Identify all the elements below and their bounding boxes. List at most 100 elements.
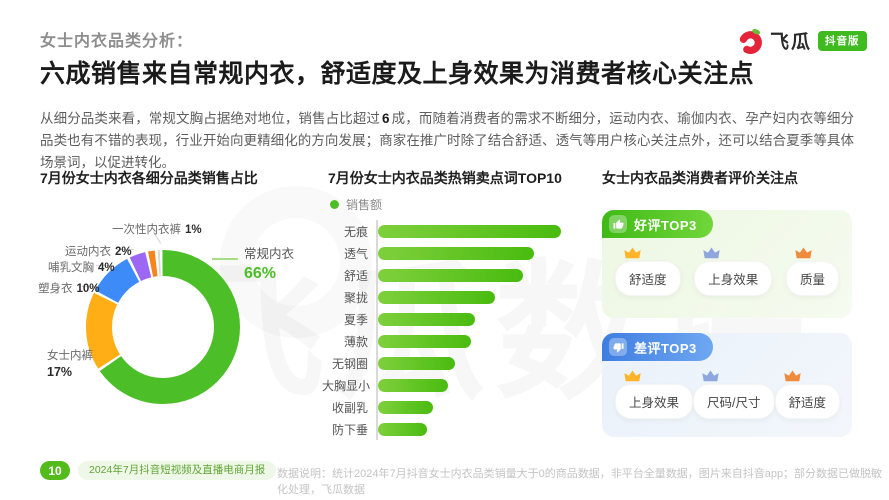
crown-rank-2-icon	[703, 247, 720, 259]
review-keyword-pill: 上身效果	[694, 261, 773, 296]
bar-track	[376, 308, 578, 330]
bar-fill	[378, 334, 472, 348]
donut-label-nursing: 哺乳文胸 4%	[48, 262, 115, 274]
brand-name: 飞瓜	[770, 32, 813, 53]
bar-category-label: 夏季	[343, 312, 368, 327]
bar-row: 聚拢	[322, 286, 578, 308]
legend-dot-icon	[330, 200, 339, 209]
bar-row: 夏季	[322, 308, 578, 330]
negative-rank-2: 尺码/尺寸	[693, 370, 775, 419]
melon-logo-icon	[737, 27, 764, 54]
label-connector	[212, 258, 238, 260]
bar-track	[376, 396, 578, 418]
bar-category-label: 收副乳	[331, 400, 368, 415]
label-connector	[78, 357, 92, 358]
positive-ribbon: 好评TOP3	[602, 210, 713, 238]
bar-fill	[378, 268, 523, 282]
bar-category-label: 无钢圈	[331, 356, 368, 371]
positive-reviews-card: 好评TOP3 舒适度 上身效果 质量	[602, 210, 852, 318]
page-title: 六成销售来自常规内衣，舒适度及上身效果为消费者核心关注点	[40, 60, 755, 88]
reviews-section-title: 女士内衣品类消费者评价关注点	[602, 170, 798, 186]
bar-fill	[378, 246, 534, 260]
page-subtitle: 女士内衣品类分析：	[40, 33, 194, 50]
donut-label-disposable: 一次性内衣裤 1%	[112, 224, 202, 236]
bar-category-label: 透气	[343, 246, 368, 261]
crown-rank-2-icon	[702, 370, 719, 382]
donut-label-regular: 常规内衣 66%	[244, 247, 295, 282]
review-keyword-pill: 尺码/尺寸	[693, 384, 775, 419]
brand-logo: 飞瓜 抖音版	[737, 27, 867, 54]
donut-chart-area: 一次性内衣裤 1% 运动内衣 2% 哺乳文胸 4% 塑身衣 10% 女士内裤 17% 常规…	[32, 195, 322, 450]
bar-track	[376, 286, 578, 308]
donut-label-shapewear: 塑身衣 10%	[38, 283, 100, 295]
positive-keywords: 舒适度 上身效果 质量	[602, 238, 852, 296]
crown-rank-3-icon	[783, 370, 801, 382]
data-disclaimer: 数据说明：统计2024年7月抖音女士内衣品类销量大于0的商品数据，非平台全量数据…	[277, 468, 883, 496]
negative-ribbon: 差评TOP3	[602, 333, 713, 361]
bar-category-label: 无痕	[343, 224, 368, 239]
bar-category-label: 大胸显小	[322, 378, 371, 393]
label-connector	[82, 286, 98, 287]
label-connector	[116, 249, 134, 250]
donut-segment-0	[86, 250, 240, 404]
bar-chart: 无痕透气舒适聚拢夏季薄款无钢圈大胸显小收副乳防下垂	[322, 220, 578, 440]
bar-fill	[378, 400, 433, 414]
bar-track	[376, 374, 578, 396]
bar-row: 收副乳	[322, 396, 578, 418]
donut-chart	[86, 250, 240, 404]
intro-text: 从细分品类来看，常规文胸占据绝对地位，销售占比超过	[40, 111, 381, 126]
bar-category-label: 防下垂	[331, 422, 368, 437]
bar-row: 透气	[322, 242, 578, 264]
bar-row: 无钢圈	[322, 352, 578, 374]
bar-category-label: 舒适	[343, 268, 368, 283]
review-keyword-pill: 质量	[785, 261, 839, 296]
intro-paragraph: 从细分品类来看，常规文胸占据绝对地位，销售占比超过 6 成，而随着消费者的需求不断细…	[40, 108, 854, 174]
bar-track	[376, 220, 578, 242]
positive-rank-3: 质量	[785, 247, 839, 296]
thumbs-down-icon	[609, 338, 627, 356]
bar-row: 无痕	[322, 220, 578, 242]
negative-rank-1: 上身效果	[615, 370, 694, 419]
negative-ribbon-label: 差评TOP3	[634, 340, 697, 356]
donut-label-panties: 女士内裤 17%	[47, 350, 93, 379]
bar-row: 舒适	[322, 264, 578, 286]
thumbs-up-icon	[609, 215, 627, 233]
positive-rank-1: 舒适度	[615, 247, 681, 296]
review-keyword-pill: 舒适度	[615, 261, 681, 296]
legend-label: 销售额	[346, 198, 383, 212]
negative-keywords: 上身效果 尺码/尺寸 舒适度	[602, 361, 852, 419]
bar-chart-legend: 销售额	[330, 196, 382, 213]
bar-row: 防下垂	[322, 418, 578, 440]
intro-text: 成，而随着消费者的需求不断细分，运动内衣、瑜伽内衣、孕产妇内衣等细分品类也有不错…	[40, 111, 855, 170]
intro-highlight-number: 6	[382, 111, 390, 126]
bar-fill	[378, 378, 448, 392]
bar-category-label: 薄款	[343, 334, 368, 349]
donut-label-sports: 运动内衣 2%	[65, 246, 132, 258]
bar-fill	[378, 356, 455, 370]
bar-track	[376, 264, 578, 286]
negative-reviews-card: 差评TOP3 上身效果 尺码/尺寸 舒适度	[602, 333, 852, 437]
donut-section-title: 7月份女士内衣各细分品类销售占比	[40, 170, 258, 186]
bar-track	[376, 330, 578, 352]
negative-rank-3: 舒适度	[774, 370, 841, 419]
bar-row: 薄款	[322, 330, 578, 352]
crown-rank-1-icon	[624, 370, 641, 382]
report-name-pill: 2024年7月抖音短视频及直播电商月报	[78, 461, 277, 480]
positive-ribbon-label: 好评TOP3	[634, 217, 697, 233]
edition-badge: 抖音版	[818, 30, 867, 51]
bar-track	[376, 418, 578, 440]
page-number-badge: 10	[40, 461, 70, 480]
bar-track	[376, 352, 578, 374]
bar-fill	[378, 422, 428, 436]
donut-segment-1	[86, 250, 240, 404]
crown-rank-3-icon	[795, 247, 812, 259]
bars-section-title: 7月份女士内衣品类热销卖点词TOP10	[328, 170, 562, 186]
bar-fill	[378, 224, 561, 238]
bar-fill	[378, 312, 475, 326]
bar-track	[376, 242, 578, 264]
crown-rank-1-icon	[624, 247, 641, 259]
review-keyword-pill: 上身效果	[615, 384, 694, 419]
review-keyword-pill: 舒适度	[774, 384, 841, 419]
positive-rank-2: 上身效果	[694, 247, 773, 296]
